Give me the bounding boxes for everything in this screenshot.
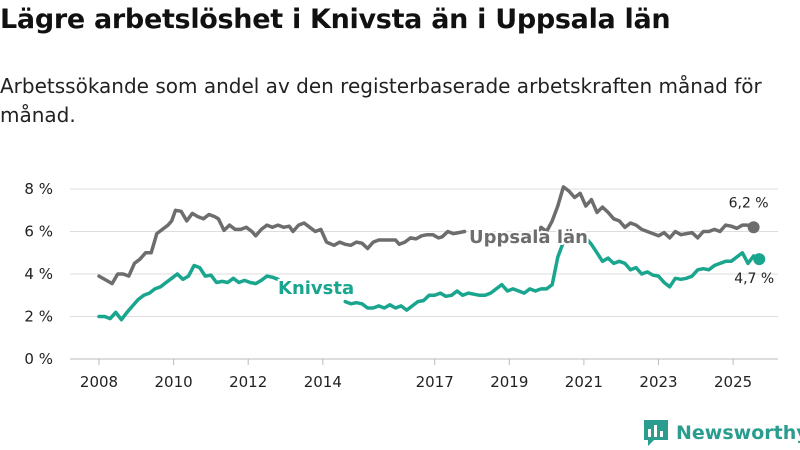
series-line-uppsala-län-segment-2	[524, 185, 756, 244]
x-tick-label: 2012	[229, 373, 267, 391]
x-tick-label: 2008	[80, 373, 118, 391]
chart-title: Lägre arbetslöshet i Knivsta än i Uppsal…	[0, 4, 671, 35]
newsworthy-logo: Newsworthy	[644, 420, 800, 446]
end-point-knivsta	[753, 253, 766, 266]
x-tick-label: 2014	[304, 373, 342, 391]
x-tick-label: 2019	[490, 373, 528, 391]
x-tick-label: 2017	[416, 373, 454, 391]
y-tick-label: 4 %	[24, 265, 53, 283]
y-tick-label: 2 %	[24, 308, 53, 326]
series-lines	[97, 185, 766, 322]
series-labels: 6,2 % 4,7 % Uppsala län Knivsta	[276, 195, 774, 301]
end-point-uppsala-län	[747, 221, 760, 234]
newsworthy-chart-icon	[644, 420, 668, 446]
series-label-uppsala-lan: Uppsala län	[469, 227, 588, 248]
brand-name: Newsworthy	[676, 422, 800, 444]
x-tick-label: 2023	[639, 373, 677, 391]
y-tick-label: 8 %	[24, 180, 53, 198]
chart-subtitle: Arbetssökande som andel av den registerb…	[0, 74, 762, 127]
series-label-knivsta: Knivsta	[278, 278, 354, 299]
x-tick-label: 2021	[565, 373, 603, 391]
end-value-label-uppsala-län: 6,2 %	[729, 195, 769, 211]
axis-ticks: 0 % 2 % 4 % 6 % 8 % 2008 2010 2012 2014 2017 2019 2…	[24, 180, 752, 391]
x-tick-label: 2010	[155, 373, 193, 391]
series-line-uppsala-län-segment-1	[97, 208, 467, 286]
y-tick-label: 6 %	[24, 223, 53, 241]
x-tick-label: 2025	[714, 373, 752, 391]
y-tick-label: 0 %	[24, 350, 53, 368]
end-value-label-knivsta: 4,7 %	[734, 271, 774, 287]
series-line-knivsta-segment-2	[343, 227, 761, 312]
series-line-knivsta-segment-1	[97, 263, 280, 322]
